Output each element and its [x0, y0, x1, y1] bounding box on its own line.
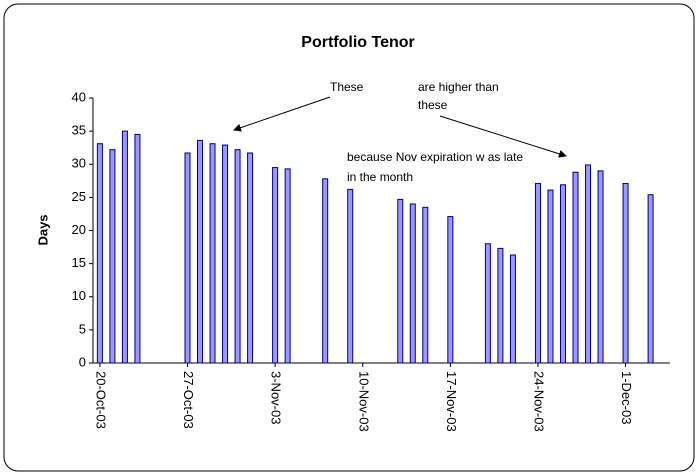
bar [509, 254, 516, 364]
y-tick-label: 15 [72, 255, 86, 270]
y-tick-label: 10 [72, 288, 86, 303]
bar [409, 203, 416, 364]
bar [96, 143, 103, 364]
bar [534, 182, 541, 364]
x-tick-label: 17-Nov-03 [444, 371, 459, 432]
bar [234, 149, 241, 364]
bar [559, 184, 566, 364]
chart-title: Portfolio Tenor [301, 34, 414, 51]
bar [422, 206, 429, 364]
bar [209, 143, 216, 364]
x-tick-label: 24-Nov-03 [532, 371, 547, 432]
y-tick-label: 35 [72, 123, 86, 138]
x-tick-label: 10-Nov-03 [356, 371, 371, 432]
y-tick-label: 30 [72, 156, 86, 171]
bar [547, 189, 554, 364]
bar [247, 152, 254, 364]
annotation: in the month [347, 170, 413, 184]
bar [484, 243, 491, 364]
x-tick-label: 3-Nov-03 [269, 371, 284, 424]
x-tick-label: 1-Dec-03 [619, 371, 634, 424]
annotation: These [330, 80, 364, 94]
bar [284, 168, 291, 364]
y-tick-label: 5 [79, 321, 86, 336]
bar [121, 130, 128, 364]
bar [197, 139, 204, 364]
y-tick-label: 0 [79, 354, 86, 369]
bar [109, 149, 116, 364]
bar [622, 182, 629, 364]
x-tick-label: 20-Oct-03 [93, 371, 108, 429]
bar [585, 164, 592, 364]
y-tick-label: 20 [72, 222, 86, 237]
y-tick-label: 40 [72, 89, 86, 104]
bar [647, 194, 654, 364]
bar [347, 188, 354, 364]
bar [322, 178, 329, 364]
bar [134, 133, 141, 364]
y-tick-label: 25 [72, 189, 86, 204]
y-axis-label: Days [35, 214, 50, 245]
annotation: these [418, 98, 448, 112]
annotation: are higher than [418, 80, 499, 94]
annotation: because Nov expiration w as late [347, 150, 523, 164]
bar [597, 170, 604, 364]
bar [222, 144, 229, 364]
bar [397, 198, 404, 364]
arrow [439, 115, 567, 158]
arrow [233, 96, 331, 132]
bar [497, 247, 504, 364]
bar [272, 167, 279, 364]
x-tick-label: 27-Oct-03 [181, 371, 196, 429]
bar [572, 171, 579, 364]
bar [447, 216, 454, 364]
bar [184, 152, 191, 364]
